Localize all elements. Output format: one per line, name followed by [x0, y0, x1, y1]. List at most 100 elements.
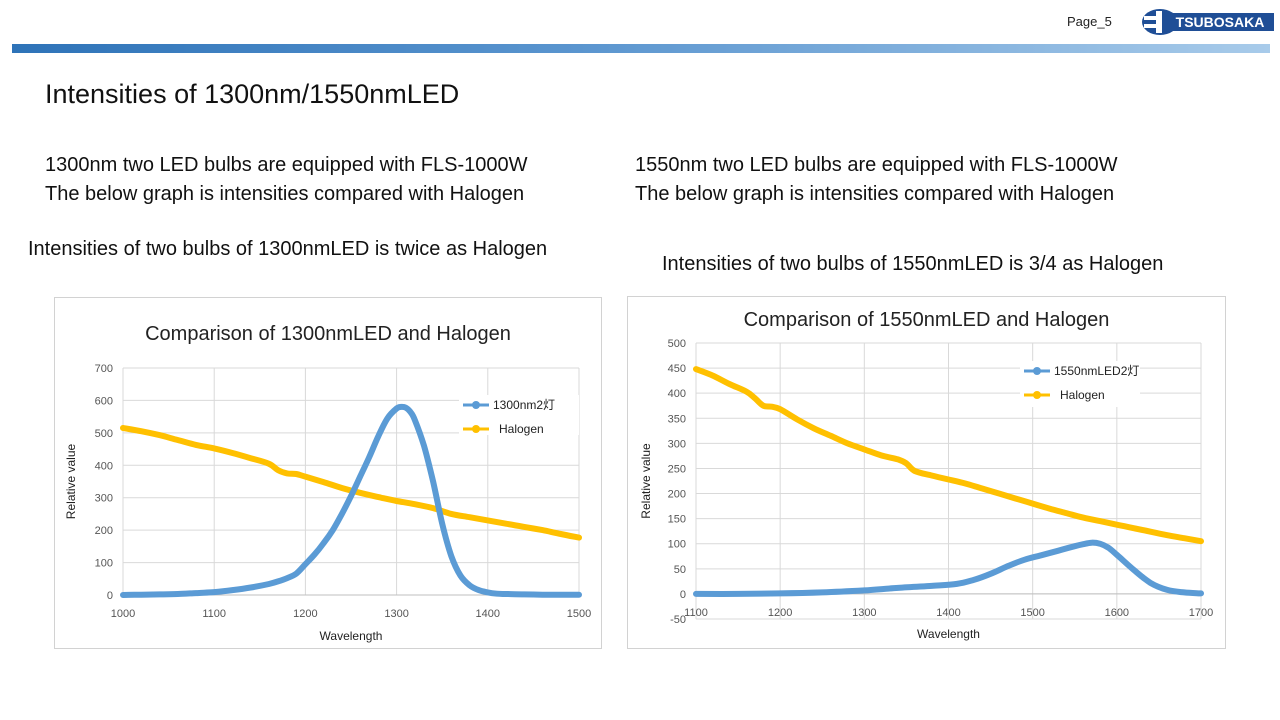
right-text-line-2: The below graph is intensities compared … — [635, 183, 1115, 205]
x-tick-label: 1500 — [1020, 607, 1044, 619]
data-point — [895, 585, 901, 591]
data-point — [175, 591, 181, 597]
data-point — [861, 587, 867, 593]
data-point — [366, 454, 372, 460]
y-tick-label: 100 — [95, 558, 113, 570]
chart-1300nm: Comparison of 1300nmLED and Halogen 0 100 2… — [54, 297, 602, 649]
data-point — [284, 575, 290, 581]
y-tick-label: 500 — [95, 428, 113, 440]
data-point — [339, 485, 345, 491]
x-axis-label: Wavelength — [320, 629, 383, 643]
data-point — [120, 425, 126, 431]
data-point — [777, 406, 783, 412]
data-point — [485, 589, 491, 595]
data-point — [494, 591, 500, 597]
y-tick-label: 0 — [680, 589, 686, 601]
data-point — [339, 511, 345, 517]
data-point — [1072, 543, 1078, 549]
header-accent-bar — [12, 44, 1270, 53]
chart-1550nm: Comparison of 1550nmLED and Halogen -50 0 5… — [627, 296, 1226, 649]
data-point — [293, 471, 299, 477]
data-point — [1013, 496, 1019, 502]
data-point — [275, 578, 281, 584]
data-point — [971, 577, 977, 583]
data-point — [266, 461, 272, 467]
chart-1300nm-svg: Comparison of 1300nmLED and Halogen 0 100 2… — [64, 323, 591, 643]
legend-label: 1300nm2灯 — [493, 398, 555, 412]
legend-marker — [472, 401, 480, 409]
data-point — [385, 415, 390, 421]
data-point — [430, 479, 436, 484]
data-point — [457, 573, 463, 578]
x-tick-label: 1100 — [684, 607, 708, 619]
series-line-halogen — [120, 425, 582, 541]
data-point — [861, 446, 867, 452]
data-point — [357, 490, 363, 496]
x-tick-label: 1400 — [476, 608, 500, 620]
data-point — [375, 494, 381, 500]
data-point — [321, 540, 327, 546]
x-tick-label: 1500 — [567, 608, 591, 620]
y-tick-label: 250 — [668, 463, 686, 475]
data-point — [229, 450, 235, 456]
y-tick-label: 700 — [95, 363, 113, 375]
data-point — [558, 592, 564, 598]
data-point — [794, 416, 800, 422]
data-point — [503, 591, 509, 597]
data-point — [903, 460, 909, 466]
data-point — [693, 366, 699, 372]
data-point — [1131, 525, 1137, 531]
data-point — [193, 590, 199, 596]
y-tick-label: 450 — [668, 363, 686, 375]
data-point — [1181, 535, 1187, 541]
legend-marker — [1033, 391, 1041, 399]
data-point — [693, 591, 699, 597]
legend-marker — [1033, 367, 1041, 375]
data-point — [421, 443, 427, 449]
legend-label: Halogen — [499, 422, 544, 436]
data-point — [1148, 529, 1153, 535]
data-point — [430, 505, 436, 511]
data-point — [394, 498, 400, 504]
x-tick-label: 1200 — [768, 607, 792, 619]
data-point — [302, 561, 308, 567]
data-point — [321, 479, 327, 485]
data-point — [777, 590, 783, 596]
data-point — [946, 477, 951, 482]
data-point — [439, 521, 445, 527]
legend-marker — [472, 425, 480, 433]
data-point — [1198, 590, 1204, 596]
data-point — [211, 589, 217, 595]
x-tick-label: 1400 — [936, 607, 960, 619]
data-point — [1198, 538, 1204, 544]
data-point — [1164, 587, 1170, 593]
y-tick-label: 150 — [668, 514, 686, 526]
y-tick-label: 100 — [668, 539, 686, 551]
data-point — [962, 481, 968, 486]
left-note: Intensities of two bulbs of 1300nmLED is… — [28, 238, 548, 260]
data-point — [1164, 532, 1170, 538]
data-point — [1097, 541, 1103, 547]
data-point — [312, 552, 317, 557]
legend-label: Halogen — [1060, 388, 1105, 402]
chart-title: Comparison of 1550nmLED and Halogen — [744, 309, 1110, 331]
data-point — [895, 456, 901, 462]
data-point — [412, 417, 418, 423]
data-point — [540, 527, 545, 533]
x-tick-label: 1000 — [111, 608, 135, 620]
data-point — [248, 455, 254, 461]
data-point — [120, 592, 126, 598]
data-point — [521, 524, 527, 530]
data-point — [988, 571, 994, 577]
data-point — [503, 521, 509, 527]
data-point — [576, 535, 582, 541]
y-tick-label: 400 — [668, 388, 686, 400]
data-point — [828, 433, 834, 439]
y-tick-label: -50 — [670, 614, 686, 626]
y-axis-label: Relative value — [639, 443, 653, 519]
data-point — [293, 571, 299, 577]
slide-title: Intensities of 1300nm/1550nmLED — [45, 79, 460, 109]
data-point — [211, 445, 217, 451]
x-axis-label: Wavelength — [917, 627, 980, 641]
data-point — [467, 582, 473, 588]
